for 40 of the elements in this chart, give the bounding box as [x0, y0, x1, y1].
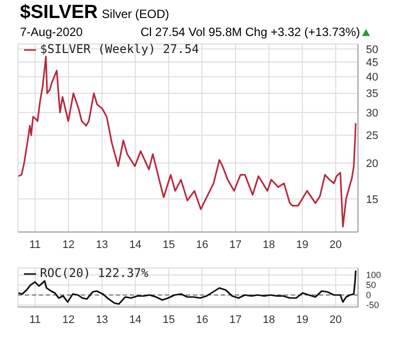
- y-tick-label: 50: [366, 44, 378, 56]
- legend-label: ROC(20) 122.37%: [40, 266, 148, 280]
- x-tick-label: 15: [162, 238, 175, 251]
- y-tick-label: 25: [366, 130, 378, 142]
- y-tick-label: 40: [366, 72, 378, 84]
- y-tick-label: 15: [366, 194, 378, 206]
- y-tick-label: 0: [366, 290, 372, 300]
- x-tick-label: 17: [229, 314, 242, 326]
- x-tick-label: 16: [196, 238, 208, 251]
- y-tick-label: -50: [366, 300, 380, 310]
- x-tick-label: 11: [29, 314, 41, 326]
- x-tick-label: 20: [330, 238, 342, 251]
- x-tick-label: 12: [62, 314, 75, 326]
- x-tick-label: 14: [129, 238, 142, 251]
- text: Cl 27.54 Vol 95.8M Chg +3.32 (+13.73%): [140, 25, 360, 39]
- y-tick-label: 30: [366, 107, 378, 120]
- x-tick-label: 19: [296, 238, 308, 251]
- x-tick-label: 17: [229, 238, 242, 251]
- y-tick-label: 20: [366, 158, 378, 170]
- x-tick-label: 18: [262, 238, 276, 251]
- x-tick-label: 15: [162, 314, 175, 326]
- y-tick-label: 35: [366, 88, 378, 100]
- chart-title: $SILVER: [20, 2, 98, 23]
- x-tick-label: 12: [62, 238, 75, 251]
- line-series: [18, 56, 357, 228]
- x-tick-label: 11: [29, 238, 41, 251]
- text: 7-Aug-2020: [20, 25, 83, 39]
- chart-subtitle: Silver (EOD): [102, 7, 170, 21]
- y-tick-label: 100: [366, 270, 382, 280]
- x-tick-label: 20: [330, 314, 342, 326]
- x-tick-label: 13: [96, 314, 108, 326]
- line-series: [18, 270, 357, 305]
- x-tick-label: 16: [196, 314, 208, 326]
- x-tick-label: 18: [262, 314, 276, 326]
- x-tick-label: 14: [129, 314, 142, 326]
- y-tick-label: 45: [366, 56, 378, 69]
- x-tick-label: 19: [296, 314, 308, 326]
- y-tick-label: 50: [366, 280, 376, 290]
- legend-label: $SILVER (Weekly) 27.54: [40, 42, 199, 56]
- x-tick-label: 13: [96, 238, 108, 251]
